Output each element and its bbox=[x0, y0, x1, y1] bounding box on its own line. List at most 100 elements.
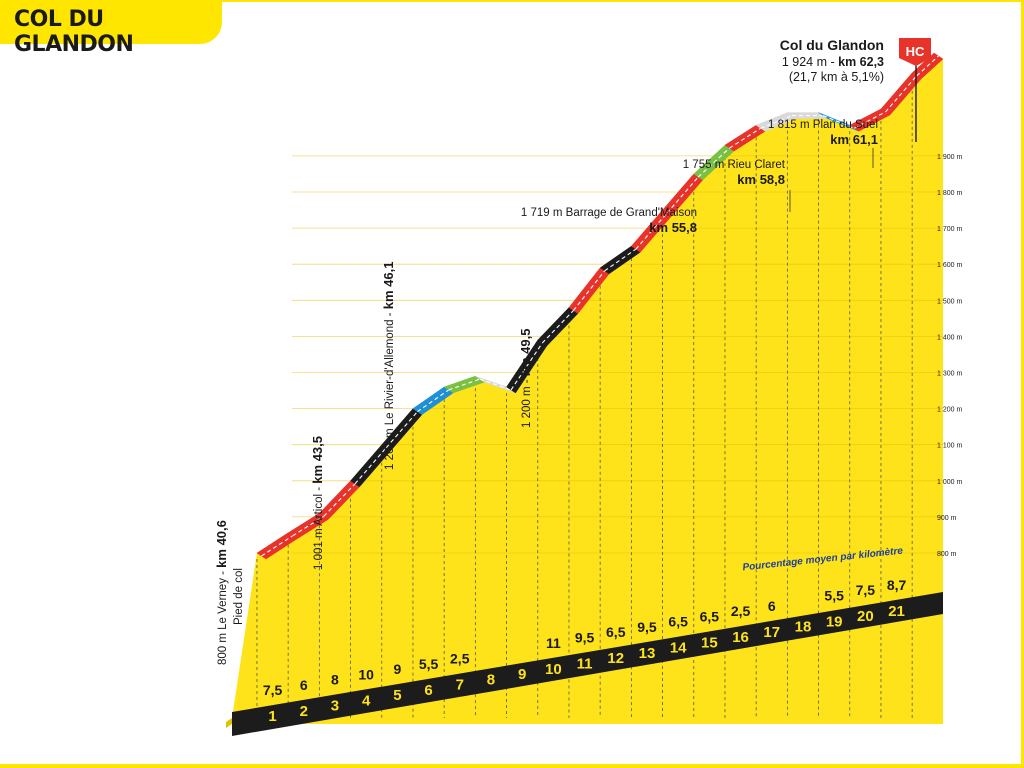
road-centerline bbox=[760, 115, 793, 129]
km-label: 8 bbox=[487, 671, 495, 688]
gradient-label: 6,5 bbox=[668, 614, 688, 630]
km-label: 14 bbox=[670, 640, 687, 657]
road-centerline bbox=[885, 75, 918, 113]
annotation-le-verney: 800 m Le Verney - km 40,6 bbox=[214, 520, 229, 665]
annotation-plan-du-suel-km: km 61,1 bbox=[830, 132, 878, 147]
road-centerline bbox=[822, 115, 855, 129]
road-centerline bbox=[448, 378, 481, 391]
gradient-label: 5,5 bbox=[824, 587, 844, 603]
annotation-km: km 46,1 bbox=[381, 262, 396, 310]
annotation-articol: 1 001 m Articol - km 43,5 bbox=[310, 436, 325, 570]
frame-top-border bbox=[222, 0, 1024, 2]
y-tick-label: 800 m bbox=[937, 551, 957, 558]
road-centerline bbox=[573, 270, 606, 311]
gradient-label: 7,5 bbox=[263, 682, 283, 698]
km-label: 13 bbox=[639, 645, 656, 662]
frame-right-border bbox=[1021, 0, 1024, 768]
gradient-label: 11 bbox=[546, 635, 561, 651]
km-label: 21 bbox=[888, 603, 905, 620]
km-label: 11 bbox=[577, 655, 593, 672]
y-tick-label: 1 000 m bbox=[937, 479, 962, 486]
title-banner: COL DU GLANDON bbox=[0, 0, 222, 57]
road-centerline bbox=[510, 342, 543, 391]
road-centerline bbox=[604, 248, 637, 272]
annotation-km: km 40,6 bbox=[214, 520, 229, 568]
km-label: 17 bbox=[763, 624, 780, 641]
road-centerline bbox=[854, 111, 886, 129]
km-label: 16 bbox=[732, 629, 749, 646]
annotation-text: 1 200 m - bbox=[521, 376, 533, 428]
km-label: 4 bbox=[362, 692, 371, 709]
annotation-km: km 43,5 bbox=[310, 436, 325, 484]
gradient-label: 9 bbox=[393, 661, 401, 677]
y-tick-label: 1 400 m bbox=[937, 334, 962, 341]
annotation-sub: Pied de col bbox=[233, 568, 245, 625]
annotation-grand-maison-km: km 55,8 bbox=[649, 220, 697, 235]
gradient-label: 8 bbox=[331, 672, 339, 688]
road-centerline bbox=[635, 212, 668, 250]
gradient-label: 9,5 bbox=[637, 619, 657, 635]
km-label: 2 bbox=[300, 703, 308, 720]
gradient-label: 5,5 bbox=[419, 656, 439, 672]
km-label: 7 bbox=[456, 677, 464, 694]
annotation-rivier: 1 261 m Le Rivier-d'Allemond - km 46,1 bbox=[381, 262, 396, 470]
gradient-label: 2,5 bbox=[450, 651, 470, 667]
gradient-label: 7,5 bbox=[856, 582, 876, 598]
km-label: 1 bbox=[268, 708, 276, 725]
km-label: 10 bbox=[545, 661, 562, 678]
y-tick-label: 1 500 m bbox=[937, 298, 962, 305]
km-label: 12 bbox=[607, 650, 624, 667]
road-centerline bbox=[417, 389, 449, 413]
km-label: 15 bbox=[701, 634, 718, 651]
km-label: 3 bbox=[331, 698, 339, 715]
summit-km: km 62,3 bbox=[838, 55, 884, 69]
km-label: 18 bbox=[795, 619, 812, 636]
road-centerline bbox=[916, 55, 939, 77]
y-tick-label: 1 600 m bbox=[937, 262, 962, 269]
summit-detail: (21,7 km à 5,1%) bbox=[789, 70, 884, 84]
km-label: 20 bbox=[857, 608, 874, 625]
page-title: COL DU GLANDON bbox=[14, 7, 134, 57]
gradient-label: 6,5 bbox=[700, 608, 720, 624]
annotation-text: 1 261 m Le Rivier-d'Allemond - bbox=[384, 309, 396, 470]
y-tick-label: 900 m bbox=[937, 515, 957, 522]
profile-area bbox=[232, 53, 943, 724]
annotation-km: km 49,5 bbox=[518, 329, 533, 377]
km-label: 19 bbox=[826, 613, 843, 630]
km-label: 5 bbox=[393, 687, 401, 704]
annotation-plan-du-suel-name: 1 815 m Plan du Suel bbox=[768, 119, 878, 131]
road-centerline bbox=[729, 127, 761, 149]
km-band bbox=[232, 592, 943, 736]
road-centerline bbox=[697, 147, 730, 178]
annotation-1200: 1 200 m - km 49,5 bbox=[518, 329, 533, 428]
gradient-label: 6 bbox=[768, 598, 776, 614]
y-tick-label: 1 100 m bbox=[937, 443, 962, 450]
annotation-rieu-claret-km: km 58,8 bbox=[737, 172, 785, 187]
frame-bottom-border bbox=[0, 764, 1024, 768]
gradient-label: 2,5 bbox=[731, 603, 751, 619]
road-centerline bbox=[261, 535, 293, 557]
y-tick-label: 1 200 m bbox=[937, 407, 962, 414]
km-label: 6 bbox=[424, 682, 432, 699]
hc-flag-icon bbox=[899, 38, 931, 66]
summit-name: Col du Glandon bbox=[780, 37, 884, 53]
summit-altitude: 1 924 m - km 62,3 bbox=[782, 55, 884, 69]
profile-side bbox=[226, 718, 232, 728]
annotation-text: 1 001 m Articol - bbox=[313, 484, 325, 570]
gradient-label: 10 bbox=[358, 666, 374, 682]
annotation-rieu-claret-name: 1 755 m Rieu Claret bbox=[683, 159, 786, 171]
road-centerline bbox=[666, 176, 699, 214]
annotation-grand-maison-name: 1 719 m Barrage de Grand'Maison bbox=[521, 207, 697, 219]
y-tick-label: 1 700 m bbox=[937, 226, 962, 233]
road-centerline bbox=[354, 447, 387, 485]
gradient-label: 8,7 bbox=[887, 577, 907, 593]
gradient-label: 6 bbox=[300, 677, 308, 693]
road-centerline bbox=[323, 483, 356, 517]
road-centerline bbox=[541, 310, 574, 344]
road-centerline bbox=[479, 378, 512, 391]
y-tick-label: 1 800 m bbox=[937, 190, 962, 197]
road-centerline bbox=[385, 411, 418, 449]
km-label: 9 bbox=[518, 666, 526, 683]
